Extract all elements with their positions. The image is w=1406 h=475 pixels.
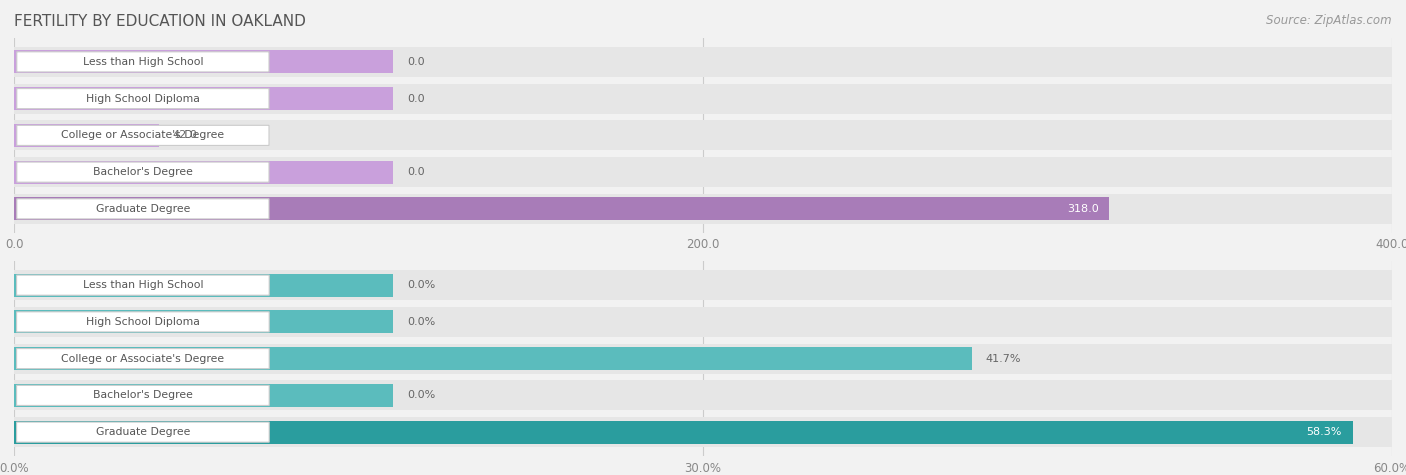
- Bar: [14, 84, 1392, 114]
- FancyBboxPatch shape: [17, 349, 269, 369]
- Bar: [14, 198, 1109, 220]
- FancyBboxPatch shape: [17, 162, 269, 182]
- Bar: [14, 274, 394, 296]
- Bar: [14, 421, 1353, 444]
- Bar: [14, 311, 394, 333]
- Bar: [14, 47, 1392, 77]
- Bar: [14, 157, 1392, 187]
- Bar: [14, 417, 1392, 447]
- Bar: [14, 87, 394, 110]
- Bar: [14, 270, 1392, 300]
- FancyBboxPatch shape: [17, 125, 269, 145]
- Text: Graduate Degree: Graduate Degree: [96, 427, 190, 437]
- Text: Source: ZipAtlas.com: Source: ZipAtlas.com: [1267, 14, 1392, 27]
- Text: Less than High School: Less than High School: [83, 57, 202, 67]
- Bar: [14, 161, 394, 183]
- Text: Bachelor's Degree: Bachelor's Degree: [93, 167, 193, 177]
- Bar: [14, 194, 1392, 224]
- Text: 0.0: 0.0: [406, 167, 425, 177]
- Bar: [14, 50, 394, 73]
- FancyBboxPatch shape: [17, 275, 269, 295]
- Bar: [14, 120, 1392, 151]
- Bar: [14, 347, 972, 370]
- FancyBboxPatch shape: [17, 199, 269, 219]
- Text: College or Associate's Degree: College or Associate's Degree: [62, 353, 225, 364]
- Text: High School Diploma: High School Diploma: [86, 94, 200, 104]
- Text: Bachelor's Degree: Bachelor's Degree: [93, 390, 193, 400]
- Text: 0.0: 0.0: [406, 94, 425, 104]
- Text: High School Diploma: High School Diploma: [86, 317, 200, 327]
- Bar: [14, 380, 1392, 410]
- FancyBboxPatch shape: [17, 312, 269, 332]
- Text: 41.7%: 41.7%: [986, 353, 1021, 364]
- Text: Graduate Degree: Graduate Degree: [96, 204, 190, 214]
- Bar: [14, 307, 1392, 337]
- Text: 0.0%: 0.0%: [406, 280, 434, 290]
- FancyBboxPatch shape: [17, 52, 269, 72]
- Bar: [14, 343, 1392, 374]
- Text: 58.3%: 58.3%: [1306, 427, 1341, 437]
- Text: Less than High School: Less than High School: [83, 280, 202, 290]
- FancyBboxPatch shape: [17, 385, 269, 406]
- Text: 0.0: 0.0: [406, 57, 425, 67]
- Text: FERTILITY BY EDUCATION IN OAKLAND: FERTILITY BY EDUCATION IN OAKLAND: [14, 14, 307, 29]
- FancyBboxPatch shape: [17, 88, 269, 109]
- Text: 318.0: 318.0: [1067, 204, 1098, 214]
- Text: 0.0%: 0.0%: [406, 317, 434, 327]
- Bar: [14, 124, 159, 147]
- Text: 42.0: 42.0: [173, 130, 197, 141]
- FancyBboxPatch shape: [17, 422, 269, 442]
- Text: College or Associate's Degree: College or Associate's Degree: [62, 130, 225, 141]
- Bar: [14, 384, 394, 407]
- Text: 0.0%: 0.0%: [406, 390, 434, 400]
